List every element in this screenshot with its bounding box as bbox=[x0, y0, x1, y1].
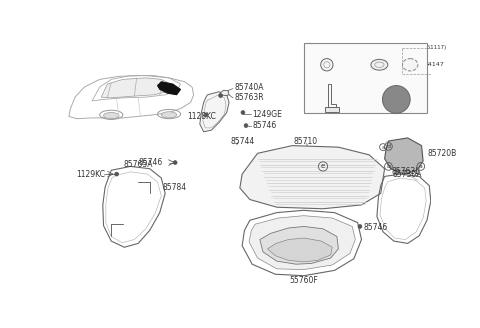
Text: 86825C: 86825C bbox=[373, 44, 399, 50]
Text: c: c bbox=[306, 79, 310, 85]
Text: a: a bbox=[306, 44, 311, 50]
Polygon shape bbox=[249, 216, 355, 270]
Text: a: a bbox=[381, 145, 385, 150]
Bar bbox=[304, 43, 427, 113]
Bar bbox=[402, 48, 440, 74]
Text: 82315B: 82315B bbox=[314, 44, 340, 50]
Circle shape bbox=[321, 59, 333, 71]
Text: 65870C: 65870C bbox=[372, 79, 398, 85]
Text: 1416LK: 1416LK bbox=[306, 89, 329, 94]
Text: 85744: 85744 bbox=[230, 137, 255, 146]
Text: 1351AA: 1351AA bbox=[306, 98, 330, 103]
Text: 85765A: 85765A bbox=[123, 160, 153, 169]
Text: 85784: 85784 bbox=[163, 183, 187, 192]
Text: e: e bbox=[321, 163, 325, 169]
Text: 85740A: 85740A bbox=[234, 83, 264, 92]
Polygon shape bbox=[101, 78, 170, 98]
Text: 85720B: 85720B bbox=[428, 149, 457, 158]
Text: 85746: 85746 bbox=[363, 223, 387, 232]
Text: b: b bbox=[386, 164, 390, 169]
Circle shape bbox=[241, 111, 245, 114]
Text: 1128KC: 1128KC bbox=[188, 112, 216, 121]
Text: 85763R: 85763R bbox=[234, 92, 264, 102]
Ellipse shape bbox=[402, 59, 418, 71]
Text: P: P bbox=[407, 60, 414, 70]
Polygon shape bbox=[220, 90, 229, 95]
Text: (151119-161117): (151119-161117) bbox=[398, 45, 447, 50]
Text: d: d bbox=[364, 79, 369, 85]
Text: 85763L: 85763L bbox=[392, 167, 420, 176]
Text: d: d bbox=[386, 144, 390, 149]
Circle shape bbox=[383, 86, 410, 113]
Text: 85710: 85710 bbox=[294, 137, 318, 146]
Polygon shape bbox=[267, 238, 332, 262]
Circle shape bbox=[244, 124, 248, 128]
Polygon shape bbox=[240, 146, 384, 209]
Text: 85730A: 85730A bbox=[392, 170, 422, 179]
Circle shape bbox=[173, 161, 177, 164]
Text: b: b bbox=[365, 44, 370, 50]
Circle shape bbox=[204, 113, 208, 117]
Text: a: a bbox=[419, 164, 423, 169]
Ellipse shape bbox=[104, 113, 119, 119]
Circle shape bbox=[219, 94, 223, 97]
Text: 85746: 85746 bbox=[138, 158, 162, 167]
Polygon shape bbox=[384, 138, 423, 174]
Polygon shape bbox=[157, 82, 180, 95]
Ellipse shape bbox=[371, 59, 388, 70]
Text: 1129KC: 1129KC bbox=[77, 170, 106, 179]
Ellipse shape bbox=[161, 112, 177, 118]
Text: 1249GE: 1249GE bbox=[252, 110, 282, 118]
Text: 85746: 85746 bbox=[252, 121, 276, 130]
Circle shape bbox=[358, 225, 362, 228]
Polygon shape bbox=[260, 226, 338, 264]
Text: 84147: 84147 bbox=[425, 62, 444, 67]
Text: 65791C: 65791C bbox=[351, 91, 375, 96]
Circle shape bbox=[115, 172, 119, 176]
Polygon shape bbox=[325, 107, 339, 112]
Polygon shape bbox=[200, 92, 229, 132]
Text: 55760F: 55760F bbox=[289, 276, 318, 285]
